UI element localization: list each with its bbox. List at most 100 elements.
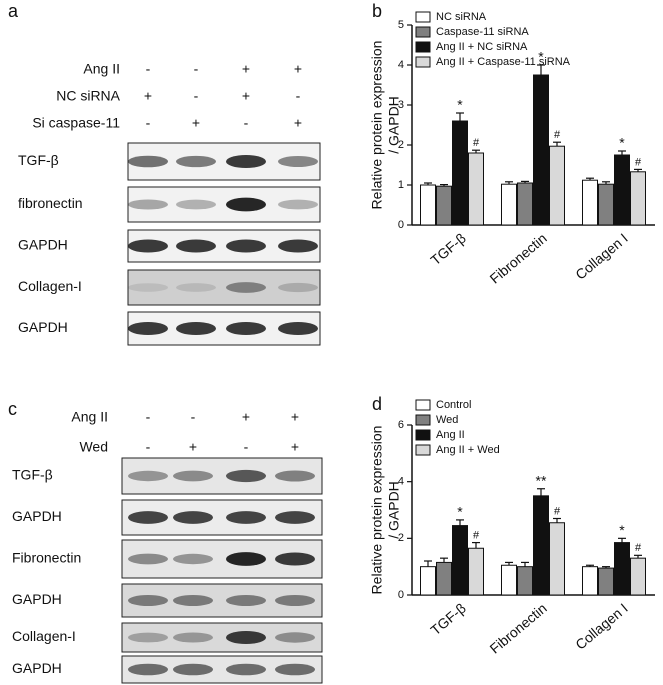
blot-band <box>128 155 168 168</box>
y-axis-label: Relative protein expression <box>369 426 385 595</box>
blot-band <box>275 632 315 643</box>
y-axis-label: / GAPDH <box>386 96 402 154</box>
significance-mark: * <box>619 522 625 538</box>
y-tick-label: 0 <box>398 219 404 231</box>
bar <box>549 522 565 596</box>
blot-label: GAPDH <box>12 591 62 607</box>
y-tick-label: 1 <box>398 179 404 191</box>
significance-mark: * <box>538 49 544 65</box>
significance-mark: * <box>457 97 463 113</box>
blot-band <box>226 197 266 212</box>
legend-swatch <box>415 444 431 456</box>
blot-band <box>275 663 315 676</box>
blot-band <box>226 321 266 336</box>
blot-band <box>226 511 266 524</box>
condition-sign: + <box>242 409 250 425</box>
condition-sign: + <box>242 61 250 77</box>
blot-frame <box>121 622 323 653</box>
blot-band <box>278 282 318 293</box>
blot-band <box>176 155 216 168</box>
blot-band <box>226 552 266 566</box>
legend-label: Ang II + Wed <box>436 444 500 456</box>
bar <box>582 179 598 226</box>
panel-letter: d <box>372 394 382 414</box>
condition-label: NC siRNA <box>56 88 120 104</box>
blot-band <box>128 470 168 482</box>
blot-label: Collagen-I <box>12 628 76 644</box>
blot-band <box>278 199 318 210</box>
condition-sign: - <box>194 88 199 104</box>
blot-band <box>173 595 213 606</box>
legend-label: Ang II + Caspase-11 siRNA <box>436 56 571 68</box>
bar <box>501 564 517 596</box>
blot-band <box>176 283 216 292</box>
significance-mark: # <box>635 542 642 554</box>
condition-sign: + <box>291 409 299 425</box>
significance-mark: # <box>554 505 561 517</box>
blot-band <box>128 632 168 643</box>
condition-sign: - <box>244 439 249 455</box>
bar <box>517 566 533 596</box>
condition-label: Si caspase-11 <box>32 115 120 131</box>
blot-band <box>275 595 315 606</box>
y-tick-label: 6 <box>398 419 404 431</box>
bar <box>420 566 436 596</box>
condition-sign: - <box>146 61 151 77</box>
blot-band <box>128 321 168 336</box>
y-tick-label: 5 <box>398 19 404 31</box>
blot-band <box>173 470 213 482</box>
legend-label: NC siRNA <box>436 11 487 23</box>
bar <box>614 542 630 596</box>
condition-sign: + <box>291 439 299 455</box>
legend-swatch <box>415 399 431 411</box>
bar <box>420 184 436 226</box>
legend-swatch <box>415 11 431 23</box>
blot-band <box>226 154 266 169</box>
blot-band <box>128 663 168 676</box>
condition-sign: - <box>146 409 151 425</box>
bar <box>630 171 646 226</box>
y-axis-label: Relative protein expression <box>369 41 385 210</box>
blot-band <box>275 552 315 566</box>
bar <box>452 525 468 596</box>
condition-label: Wed <box>79 439 108 455</box>
y-tick-label: 2 <box>398 139 404 151</box>
panel-letter: c <box>8 399 17 419</box>
blot-label: Collagen-I <box>18 278 82 294</box>
y-tick-label: 4 <box>398 59 404 71</box>
condition-sign: - <box>244 115 249 131</box>
blot-band <box>173 663 213 676</box>
legend-swatch <box>415 41 431 53</box>
y-tick-label: 2 <box>398 532 404 544</box>
bar <box>582 566 598 596</box>
y-tick-label: 4 <box>398 476 404 488</box>
bar <box>501 183 517 226</box>
legend-label: Ang II + NC siRNA <box>436 41 528 53</box>
blot-band <box>226 595 266 606</box>
bar <box>630 557 646 596</box>
significance-mark: * <box>619 135 625 151</box>
bar <box>468 547 484 596</box>
blot-label: Fibronectin <box>12 550 81 566</box>
bar <box>468 152 484 226</box>
blot-label: fibronectin <box>18 195 83 211</box>
blot-band <box>278 321 318 336</box>
condition-sign: + <box>192 115 200 131</box>
x-tick-label: Fibronectin <box>486 230 549 287</box>
bar <box>533 74 549 226</box>
blot-band <box>173 553 213 565</box>
bar <box>598 183 614 226</box>
legend-label: Caspase-11 siRNA <box>436 26 529 38</box>
blot-band <box>173 511 213 524</box>
condition-sign: + <box>189 439 197 455</box>
condition-sign: + <box>294 61 302 77</box>
condition-sign: - <box>146 115 151 131</box>
condition-label: Ang II <box>83 61 120 77</box>
blot-frame <box>127 269 321 306</box>
significance-mark: * <box>457 504 463 520</box>
legend-label: Wed <box>436 414 458 426</box>
bar <box>549 145 565 226</box>
legend-swatch <box>415 414 431 426</box>
y-tick-label: 0 <box>398 589 404 601</box>
blot-band <box>176 321 216 336</box>
